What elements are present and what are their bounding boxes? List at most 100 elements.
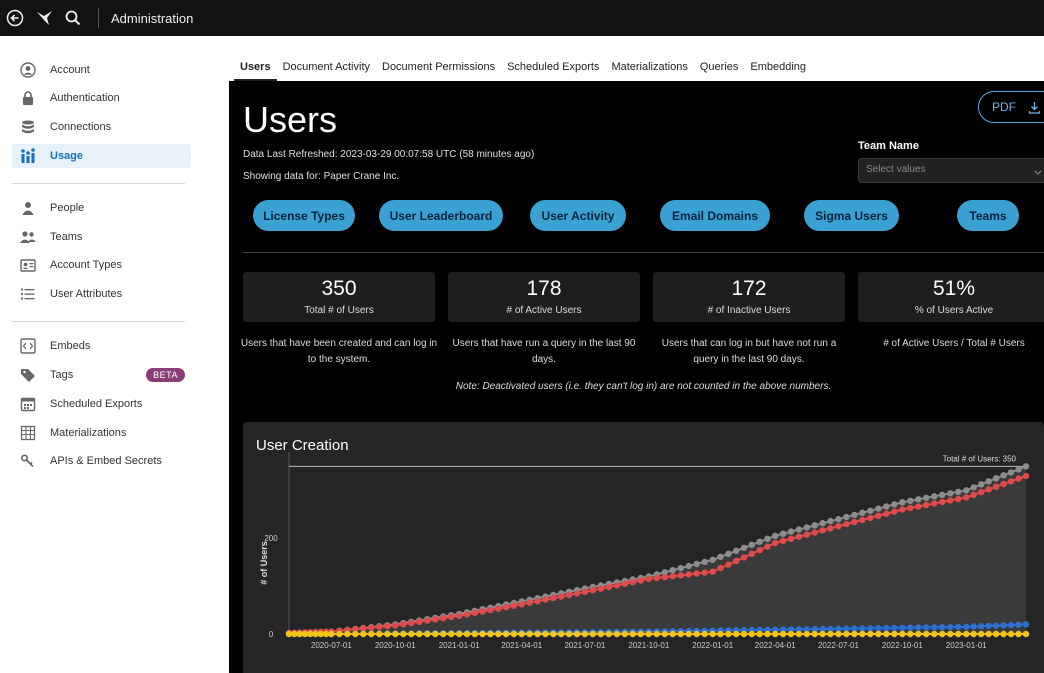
tab-document-activity[interactable]: Document Activity bbox=[282, 61, 370, 73]
series-point-0 bbox=[985, 478, 992, 485]
topbar-divider bbox=[98, 8, 99, 28]
tab-users[interactable]: Users bbox=[234, 61, 277, 81]
x-tick-label: 2022-04-01 bbox=[755, 641, 796, 650]
series-point-3 bbox=[985, 630, 992, 638]
series-point-3 bbox=[558, 630, 565, 638]
series-point-3 bbox=[495, 630, 502, 638]
series-point-1 bbox=[495, 605, 502, 612]
series-point-1 bbox=[518, 601, 525, 608]
sidebar-item-scheduled-exports[interactable]: Scheduled Exports bbox=[12, 392, 191, 416]
series-point-1 bbox=[748, 550, 755, 557]
series-point-3 bbox=[803, 630, 810, 638]
tab-materializations[interactable]: Materializations bbox=[611, 61, 688, 73]
team-name-select[interactable]: Select values bbox=[858, 158, 1044, 183]
sidebar-item-connections[interactable]: Connections bbox=[12, 115, 191, 139]
series-point-0 bbox=[709, 556, 716, 563]
series-point-1 bbox=[875, 512, 882, 519]
list-icon bbox=[19, 285, 37, 303]
series-point-1 bbox=[851, 518, 858, 526]
series-point-1 bbox=[899, 506, 906, 513]
kpi-value: 172 bbox=[731, 277, 767, 300]
search-icon[interactable] bbox=[62, 7, 84, 29]
series-point-1 bbox=[448, 613, 455, 621]
series-point-3 bbox=[565, 630, 573, 638]
topbar-title: Administration bbox=[111, 10, 194, 26]
sidebar-item-authentication[interactable]: Authentication bbox=[12, 86, 191, 110]
series-point-3 bbox=[923, 630, 930, 638]
series-point-3 bbox=[867, 630, 874, 638]
series-point-0 bbox=[795, 526, 803, 533]
x-tick-label: 2022-10-01 bbox=[882, 641, 923, 650]
user-activity-button[interactable]: User Activity bbox=[530, 200, 626, 231]
series-point-2 bbox=[970, 623, 977, 630]
x-tick-label: 2020-07-01 bbox=[311, 641, 352, 650]
series-point-1 bbox=[629, 579, 636, 586]
series-point-1 bbox=[787, 535, 795, 542]
sidebar-item-label: Tags bbox=[50, 369, 74, 381]
series-point-3 bbox=[819, 630, 826, 638]
user-leaderboard-button[interactable]: User Leaderboard bbox=[379, 200, 503, 231]
series-point-2 bbox=[1000, 622, 1007, 629]
tab-document-permissions[interactable]: Document Permissions bbox=[382, 61, 496, 73]
series-point-3 bbox=[416, 630, 423, 638]
sidebar-item-label: People bbox=[50, 202, 85, 214]
sigma-logo-icon[interactable] bbox=[34, 7, 56, 29]
sidebar-item-user-attributes[interactable]: User Attributes bbox=[12, 282, 191, 306]
tab-scheduled-exports[interactable]: Scheduled Exports bbox=[507, 61, 600, 73]
sidebar-item-account[interactable]: Account bbox=[12, 58, 191, 82]
back-arrow-icon[interactable] bbox=[4, 7, 26, 29]
database-icon bbox=[19, 118, 37, 136]
x-tick-label: 2021-10-01 bbox=[628, 641, 669, 650]
kpi-caption: % of Users Active bbox=[914, 305, 994, 316]
sidebar-item-people[interactable]: People bbox=[12, 196, 191, 220]
series-point-2 bbox=[883, 624, 890, 632]
sidebar-item-embeds[interactable]: Embeds bbox=[12, 334, 191, 358]
series-point-0 bbox=[835, 515, 842, 523]
sidebar-item-account-types[interactable]: Account Types bbox=[12, 253, 191, 277]
series-point-3 bbox=[534, 630, 541, 638]
license-types-button[interactable]: License Types bbox=[253, 200, 355, 231]
series-point-2 bbox=[978, 623, 985, 630]
reference-line-label: Total # of Users: 350 bbox=[943, 454, 1017, 463]
sidebar-item-apis-embed-secrets[interactable]: APIs & Embed Secrets bbox=[12, 449, 191, 473]
series-point-1 bbox=[573, 590, 581, 597]
sidebar-divider bbox=[12, 321, 185, 322]
series-point-3 bbox=[336, 630, 343, 638]
sidebar-item-tags[interactable]: Tags BETA bbox=[12, 363, 191, 387]
series-point-0 bbox=[883, 503, 890, 510]
sidebar-item-label: Embeds bbox=[50, 340, 91, 352]
series-point-1 bbox=[605, 583, 613, 591]
series-point-1 bbox=[613, 582, 621, 589]
series-point-3 bbox=[756, 630, 763, 638]
series-point-2 bbox=[843, 625, 850, 632]
x-tick-label: 2021-01-01 bbox=[439, 641, 480, 650]
series-point-3 bbox=[550, 630, 557, 638]
series-point-0 bbox=[1022, 463, 1030, 470]
deactivated-users-note: Note: Deactivated users (i.e. they can't… bbox=[455, 381, 832, 392]
pdf-download-button[interactable]: PDF bbox=[978, 91, 1044, 123]
series-point-1 bbox=[558, 593, 565, 600]
kpi-total-users: 350 Total # of Users bbox=[243, 272, 435, 322]
series-point-3 bbox=[328, 630, 335, 638]
showing-data-text: Showing data for: Paper Crane Inc. bbox=[243, 171, 400, 182]
series-point-0 bbox=[787, 528, 795, 535]
series-point-3 bbox=[764, 630, 771, 638]
download-icon bbox=[1028, 101, 1041, 114]
sidebar-item-teams[interactable]: Teams bbox=[12, 225, 191, 249]
page-title: Users bbox=[243, 99, 338, 140]
series-point-1 bbox=[907, 504, 914, 512]
sidebar-item-label: Account Types bbox=[50, 259, 122, 271]
sidebar-item-materializations[interactable]: Materializations bbox=[12, 421, 191, 445]
series-point-1 bbox=[756, 547, 763, 554]
sidebar-item-usage[interactable]: Usage bbox=[12, 144, 191, 168]
tab-embedding[interactable]: Embedding bbox=[750, 61, 807, 73]
series-point-3 bbox=[629, 630, 636, 638]
series-point-3 bbox=[851, 630, 858, 638]
tab-queries[interactable]: Queries bbox=[699, 61, 739, 73]
series-point-1 bbox=[416, 618, 423, 625]
series-point-1 bbox=[891, 508, 898, 515]
email-domains-button[interactable]: Email Domains bbox=[660, 200, 770, 231]
teams-button[interactable]: Teams bbox=[957, 200, 1019, 231]
sigma-users-button[interactable]: Sigma Users bbox=[804, 200, 899, 231]
series-point-0 bbox=[733, 547, 740, 554]
